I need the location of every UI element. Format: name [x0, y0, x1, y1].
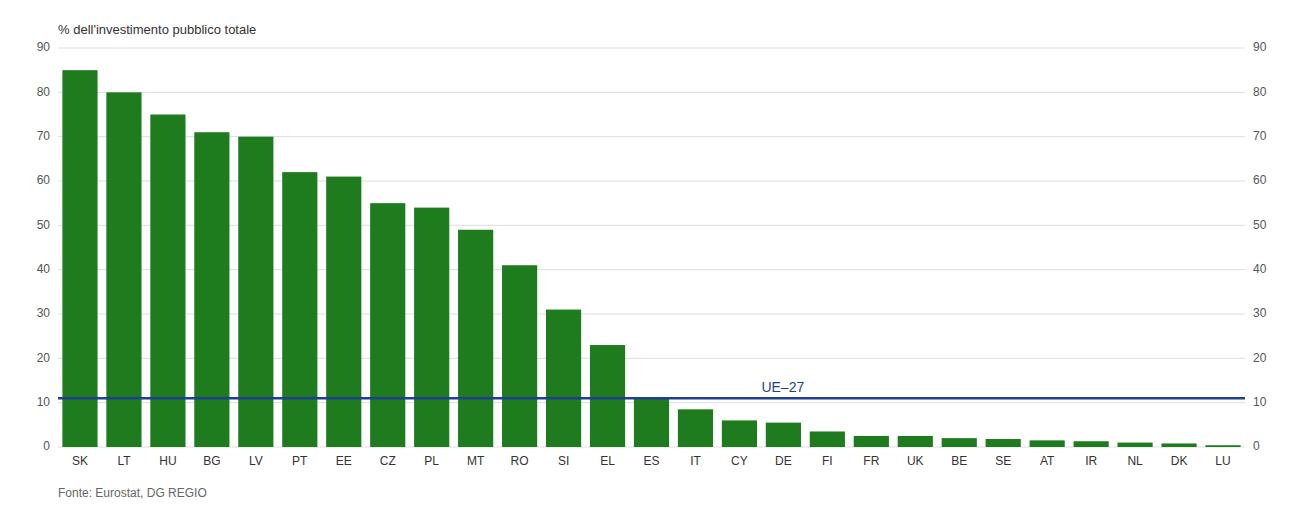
- y2-tick-label: 50: [1253, 218, 1267, 232]
- grid: [58, 48, 1245, 447]
- y-tick-label: 80: [37, 85, 51, 99]
- y2-tick-label: 70: [1253, 129, 1267, 143]
- grid-line: [58, 358, 1245, 359]
- x-tick-label: CY: [731, 454, 748, 468]
- y-tick-label: 20: [37, 351, 51, 365]
- y2-tick-label: 40: [1253, 262, 1267, 276]
- bar: [326, 177, 361, 447]
- grid-line: [58, 136, 1245, 137]
- x-tick-label: AT: [1040, 454, 1055, 468]
- bar: [414, 208, 449, 447]
- x-tick-label: SI: [558, 454, 569, 468]
- grid-line: [58, 181, 1245, 182]
- bar: [678, 409, 713, 447]
- grid-line: [58, 48, 1245, 49]
- bar: [986, 439, 1021, 447]
- bar: [1118, 443, 1153, 447]
- grid-line: [58, 225, 1245, 226]
- bar: [590, 345, 625, 447]
- x-tick-label: RO: [511, 454, 529, 468]
- bar: [62, 70, 97, 447]
- x-tick-label: ES: [643, 454, 659, 468]
- y-tick-label: 30: [37, 306, 51, 320]
- bar: [238, 137, 273, 447]
- chart-container: 0 10 20 30 40 50 60 70 80 90 0 10 20 30 40 50 60 70 80 90 UE…: [0, 0, 1295, 509]
- x-tick-label: UK: [907, 454, 924, 468]
- x-tick-label: MT: [467, 454, 485, 468]
- x-tick-label: FI: [822, 454, 833, 468]
- reference-line: [58, 397, 1245, 400]
- y2-tick-label: 30: [1253, 306, 1267, 320]
- x-tick-label: NL: [1127, 454, 1143, 468]
- reference-label: UE–27: [761, 379, 804, 395]
- x-tick-label: DK: [1171, 454, 1188, 468]
- bar: [1205, 445, 1240, 447]
- source-note: Fonte: Eurostat, DG REGIO: [58, 486, 207, 500]
- x-tick-label: CZ: [380, 454, 396, 468]
- x-tick-label: PT: [292, 454, 308, 468]
- bar: [634, 398, 669, 447]
- x-tick-label: HU: [159, 454, 176, 468]
- y-tick-label: 10: [37, 395, 51, 409]
- y-tick-label: 50: [37, 218, 51, 232]
- bar: [898, 436, 933, 447]
- bar: [1030, 440, 1065, 447]
- y-tick-label: 40: [37, 262, 51, 276]
- bar: [370, 203, 405, 447]
- bar: [546, 310, 581, 447]
- y-tick-label: 60: [37, 173, 51, 187]
- y2-tick-label: 80: [1253, 85, 1267, 99]
- bar: [854, 436, 889, 447]
- x-tick-label: BG: [203, 454, 220, 468]
- bar: [502, 265, 537, 447]
- y-tick-label: 70: [37, 129, 51, 143]
- x-tick-label: DE: [775, 454, 792, 468]
- grid-line: [58, 92, 1245, 93]
- bar: [194, 132, 229, 447]
- y-tick-label: 0: [43, 439, 50, 453]
- bar: [722, 420, 757, 447]
- y2-tick-label: 20: [1253, 351, 1267, 365]
- x-tick-label: FR: [863, 454, 879, 468]
- x-tick-label: LU: [1215, 454, 1230, 468]
- x-tick-label: EE: [336, 454, 352, 468]
- bar: [766, 423, 801, 447]
- x-tick-label: PL: [424, 454, 439, 468]
- y2-tick-label: 60: [1253, 173, 1267, 187]
- bar: [458, 230, 493, 447]
- y-axis-label: % dell'investimento pubblico totale: [58, 22, 256, 37]
- bar: [810, 431, 845, 447]
- bars: [58, 70, 1245, 447]
- y2-tick-label: 90: [1253, 40, 1267, 54]
- bar: [106, 92, 141, 447]
- x-tick-label: IT: [690, 454, 701, 468]
- grid-line: [58, 269, 1245, 270]
- x-tick-label: LT: [117, 454, 131, 468]
- x-tick-label: SK: [72, 454, 88, 468]
- bar: [1074, 441, 1109, 447]
- chart: 0 10 20 30 40 50 60 70 80 90 0 10 20 30 40 50 60 70 80 90 UE…: [0, 0, 1295, 509]
- bar: [1161, 443, 1196, 447]
- x-tick-label: EL: [600, 454, 615, 468]
- bar: [282, 172, 317, 447]
- x-tick-label: SE: [995, 454, 1011, 468]
- y2-tick-label: 0: [1253, 439, 1260, 453]
- x-tick-label: IR: [1085, 454, 1097, 468]
- bar: [942, 438, 977, 447]
- x-tick-label: BE: [951, 454, 967, 468]
- y-tick-label: 90: [37, 40, 51, 54]
- x-tick-label: LV: [249, 454, 263, 468]
- grid-line: [58, 314, 1245, 315]
- y2-tick-label: 10: [1253, 395, 1267, 409]
